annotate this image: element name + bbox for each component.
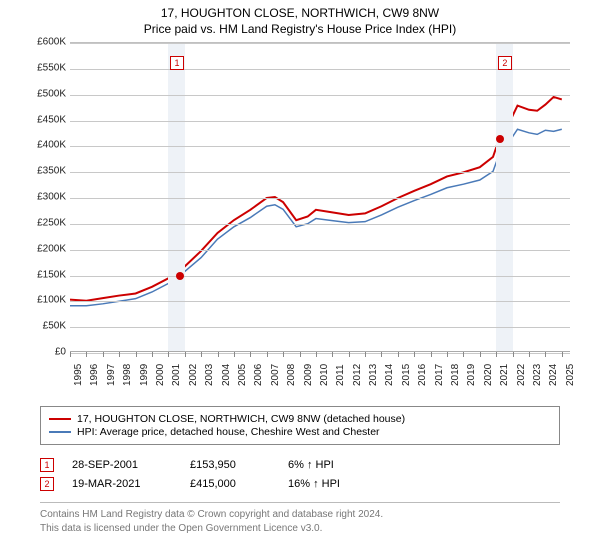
x-axis-label: 2001 (171, 364, 182, 386)
x-axis-label: 2020 (483, 364, 494, 386)
legend-box: 17, HOUGHTON CLOSE, NORTHWICH, CW9 8NW (… (40, 406, 560, 445)
x-axis-label: 2005 (237, 364, 248, 386)
chart-marker: 2 (498, 56, 512, 70)
y-axis-label: £350K (20, 166, 66, 177)
chart-subtitle: Price paid vs. HM Land Registry's House … (144, 22, 456, 36)
x-axis-label: 2014 (384, 364, 395, 386)
y-axis-label: £100K (20, 295, 66, 306)
x-axis-label: 2018 (450, 364, 461, 386)
y-axis-label: £50K (20, 321, 66, 332)
x-axis-label: 2024 (548, 364, 559, 386)
x-axis-label: 1998 (122, 364, 133, 386)
event-price: £415,000 (190, 478, 270, 490)
y-axis-label: £200K (20, 243, 66, 254)
event-pct: 6% ↑ HPI (288, 459, 334, 471)
x-axis-label: 2015 (401, 364, 412, 386)
y-axis-label: £400K (20, 140, 66, 151)
legend-row: HPI: Average price, detached house, Ches… (49, 426, 551, 438)
events-table: 1 28-SEP-2001 £153,950 6% ↑ HPI 2 19-MAR-2021… (40, 453, 560, 496)
x-axis-label: 2000 (155, 364, 166, 386)
x-axis-label: 1995 (73, 364, 84, 386)
series-line (70, 129, 562, 306)
chart-area: £0 £50K £100K £150K £200K £250K £300K £350K £400… (20, 42, 580, 402)
x-axis-label: 2012 (352, 364, 363, 386)
footer-line-1: Contains HM Land Registry data © Crown c… (40, 508, 560, 522)
event-pct: 16% ↑ HPI (288, 478, 340, 490)
x-axis-label: 2025 (565, 364, 576, 386)
x-axis-label: 1997 (106, 364, 117, 386)
x-axis-label: 2013 (368, 364, 379, 386)
y-axis-label: £0 (20, 347, 66, 358)
x-axis-label: 2016 (417, 364, 428, 386)
legend-label: HPI: Average price, detached house, Ches… (77, 426, 380, 438)
y-axis-label: £550K (20, 62, 66, 73)
x-axis-label: 2007 (270, 364, 281, 386)
x-axis-label: 2021 (499, 364, 510, 386)
y-axis-label: £600K (20, 37, 66, 48)
footer-attribution: Contains HM Land Registry data © Crown c… (40, 502, 560, 535)
event-dot (496, 135, 504, 143)
event-price: £153,950 (190, 459, 270, 471)
event-marker: 1 (40, 458, 54, 472)
y-axis-label: £300K (20, 192, 66, 203)
x-axis-label: 2003 (204, 364, 215, 386)
x-axis-label: 2023 (532, 364, 543, 386)
event-date: 19-MAR-2021 (72, 478, 172, 490)
x-axis-label: 2002 (188, 364, 199, 386)
x-axis-label: 2004 (221, 364, 232, 386)
event-row: 1 28-SEP-2001 £153,950 6% ↑ HPI (40, 458, 560, 472)
plot-area (70, 42, 570, 352)
x-axis-label: 2010 (319, 364, 330, 386)
y-axis-label: £500K (20, 88, 66, 99)
x-axis-label: 2009 (303, 364, 314, 386)
event-row: 2 19-MAR-2021 £415,000 16% ↑ HPI (40, 477, 560, 491)
x-axis-label: 2006 (253, 364, 264, 386)
x-axis-label: 2019 (466, 364, 477, 386)
y-axis-label: £450K (20, 114, 66, 125)
chart-marker: 1 (170, 56, 184, 70)
event-dot (176, 272, 184, 280)
footer-line-2: This data is licensed under the Open Gov… (40, 522, 560, 536)
line-series-svg (70, 43, 570, 351)
x-axis-label: 2017 (434, 364, 445, 386)
x-axis-label: 2008 (286, 364, 297, 386)
y-axis-label: £150K (20, 269, 66, 280)
x-axis-label: 1996 (89, 364, 100, 386)
event-date: 28-SEP-2001 (72, 459, 172, 471)
x-axis-label: 2011 (335, 364, 346, 386)
x-axis-label: 2022 (516, 364, 527, 386)
chart-title: 17, HOUGHTON CLOSE, NORTHWICH, CW9 8NW (161, 6, 439, 20)
legend-label: 17, HOUGHTON CLOSE, NORTHWICH, CW9 8NW (… (77, 413, 405, 425)
legend-row: 17, HOUGHTON CLOSE, NORTHWICH, CW9 8NW (… (49, 413, 551, 425)
event-marker: 2 (40, 477, 54, 491)
y-axis-label: £250K (20, 217, 66, 228)
x-axis-label: 1999 (139, 364, 150, 386)
